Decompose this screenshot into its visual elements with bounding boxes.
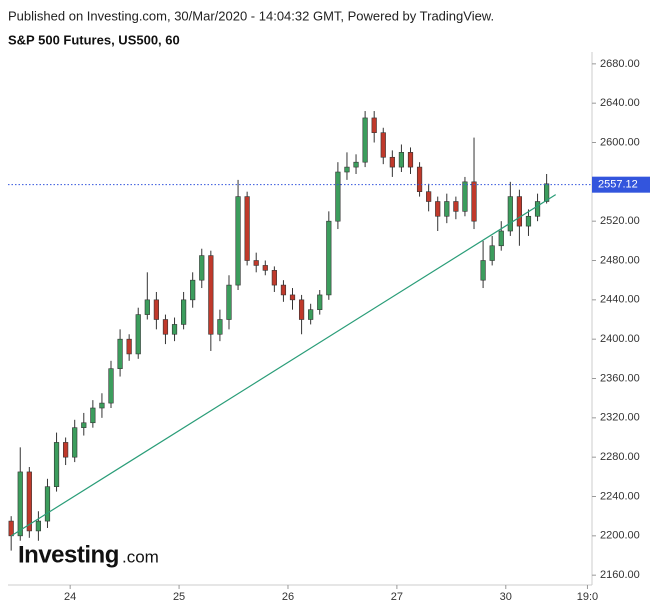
candle-body: [380, 132, 386, 158]
candle-body: [81, 422, 87, 428]
candle-body: [226, 284, 232, 320]
y-tick-label: 2240.00: [600, 490, 640, 502]
candle-body: [26, 471, 32, 532]
y-tick-label: 2640.00: [600, 97, 640, 109]
candle-body: [280, 284, 287, 296]
logo-suffix: .com: [122, 547, 159, 566]
candle-body: [217, 319, 223, 335]
candle-body: [516, 196, 522, 227]
candle-body: [371, 117, 377, 133]
last-price-box: [592, 176, 650, 193]
candle-body: [398, 152, 405, 168]
candle-body: [126, 338, 132, 355]
candle-body: [44, 486, 51, 522]
y-tick-label: 2280.00: [600, 451, 640, 463]
candle-body: [171, 324, 178, 335]
x-tick-label: 27: [391, 591, 403, 603]
y-tick-label: 2400.00: [600, 333, 640, 345]
x-tick-label: 25: [173, 591, 185, 603]
candle-body: [72, 427, 78, 458]
y-tick-label: 2360.00: [600, 372, 640, 384]
candle-body: [335, 171, 341, 222]
y-tick-label: 2320.00: [600, 412, 640, 424]
y-tick-label: 2200.00: [600, 530, 640, 542]
candle-body: [544, 183, 550, 202]
candle-body: [353, 161, 359, 168]
candle-body: [244, 196, 250, 261]
y-tick-label: 2160.00: [600, 569, 640, 581]
candle-body: [289, 294, 296, 301]
y-tick-label: 2680.00: [600, 58, 640, 70]
candle-body: [298, 299, 305, 320]
candle-body: [444, 201, 450, 217]
candle-body: [471, 181, 477, 222]
candle-body: [17, 471, 23, 537]
candle-body: [453, 201, 459, 212]
candle-body: [407, 152, 414, 168]
candle-body: [344, 166, 350, 173]
candle-body: [108, 368, 114, 404]
candle-body: [462, 181, 468, 212]
candle-body: [190, 279, 196, 301]
candle-body: [235, 196, 241, 286]
candle-body: [262, 265, 268, 271]
candle-body: [507, 196, 513, 232]
candle-body: [8, 520, 14, 537]
x-tick-label: 26: [282, 591, 294, 603]
y-tick-label: 2520.00: [600, 215, 640, 227]
candle-body: [181, 299, 187, 325]
candle-body: [90, 407, 96, 424]
published-note: Published on Investing.com, 30/Mar/2020 …: [8, 8, 494, 23]
candle-body: [63, 442, 69, 458]
candle-body: [416, 166, 423, 192]
x-tick-label: 24: [64, 591, 76, 603]
candle-body: [253, 260, 259, 266]
x-tick-label: 30: [500, 591, 512, 603]
logo: Investing: [18, 541, 119, 568]
chart-title: S&P 500 Futures, US500, 60: [8, 32, 180, 47]
y-tick-label: 2440.00: [600, 294, 640, 306]
candle-body: [271, 270, 277, 286]
candle-body: [534, 201, 541, 217]
x-tick-label: 19:0: [577, 591, 598, 603]
candle-body: [498, 230, 504, 247]
candle-body: [362, 117, 368, 163]
candle-body: [99, 402, 105, 409]
trendline: [10, 194, 557, 537]
candle-body: [525, 215, 532, 227]
candle-body: [426, 191, 432, 202]
candle-body: [162, 319, 169, 335]
candle-body: [389, 156, 395, 168]
candle-body: [144, 299, 150, 315]
y-tick-label: 2480.00: [600, 254, 640, 266]
candle-body: [480, 260, 486, 281]
candle-body: [308, 309, 314, 320]
candle-body: [135, 314, 141, 355]
candle-body: [489, 245, 495, 261]
candle-body: [326, 220, 332, 296]
candle-body: [435, 201, 441, 217]
y-tick-label: 2600.00: [600, 136, 640, 148]
candle-body: [153, 299, 159, 320]
candle-body: [53, 442, 60, 487]
last-price-label: 2557.12: [598, 179, 638, 191]
candle-body: [317, 294, 323, 310]
candle-body: [35, 520, 42, 532]
candle-body: [208, 255, 214, 335]
candle-body: [199, 255, 205, 281]
candle-body: [117, 338, 123, 369]
